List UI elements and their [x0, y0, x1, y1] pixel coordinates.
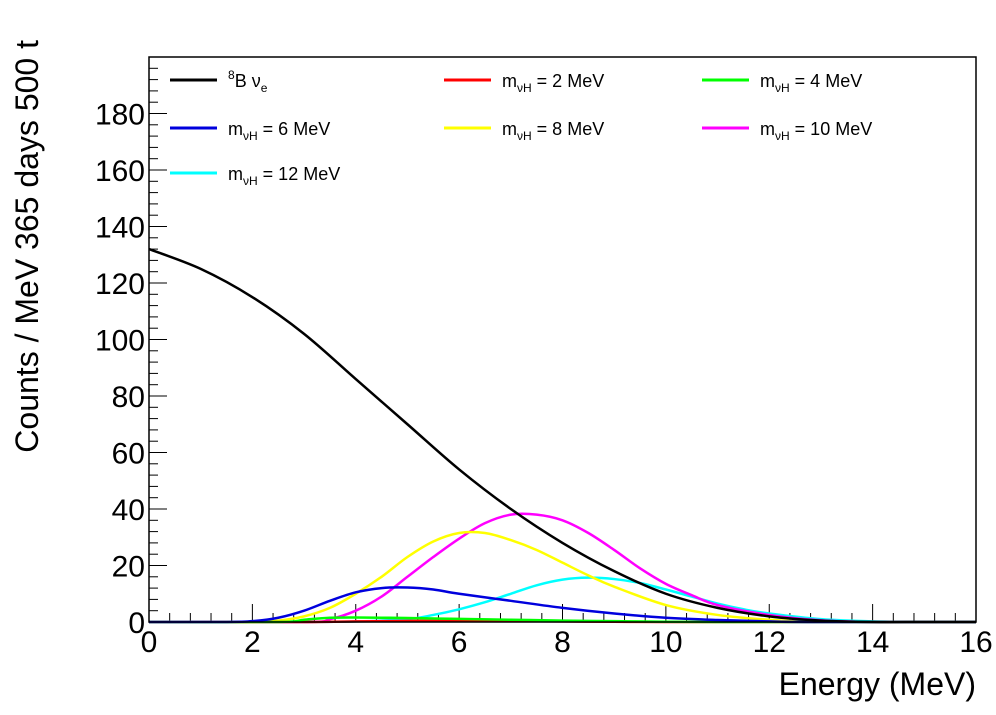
y-tick-label: 60: [112, 438, 145, 471]
x-tick-label: 4: [347, 626, 364, 659]
legend-label: mνH = 4 MeV: [760, 71, 862, 95]
y-tick-label: 120: [95, 268, 145, 301]
x-tick-label: 16: [959, 626, 992, 659]
x-tick-label: 6: [451, 626, 468, 659]
x-tick-label: 10: [649, 626, 682, 659]
legend-label: mνH = 12 MeV: [228, 164, 340, 188]
series-line: [148, 586, 977, 624]
y-tick-label: 180: [95, 99, 145, 132]
legend-label: mνH = 2 MeV: [502, 71, 604, 95]
y-axis-title: Counts / MeV 365 days 500 t: [9, 40, 45, 453]
legend-label: 8B νe: [228, 68, 268, 95]
y-tick-label: 40: [112, 494, 145, 527]
x-tick-label: 0: [141, 626, 158, 659]
legend-label: mνH = 8 MeV: [502, 119, 604, 143]
y-tick-label: 80: [112, 381, 145, 414]
legend-label: mνH = 10 MeV: [760, 119, 872, 143]
y-tick-label: 20: [112, 551, 145, 584]
x-tick-label: 8: [554, 626, 571, 659]
y-tick-label: 100: [95, 325, 145, 358]
legend-label: mνH = 6 MeV: [228, 119, 330, 143]
y-minor-ticks: [149, 67, 158, 612]
series-line: [148, 512, 977, 624]
x-axis-title: Energy (MeV): [779, 666, 976, 702]
y-tick-label: 160: [95, 155, 145, 188]
plot-frame: [148, 56, 977, 623]
x-tick-label: 14: [856, 626, 889, 659]
x-tick-label: 12: [753, 626, 786, 659]
y-tick-labels: 0 20 40 60 80 100 120 140 160 180: [95, 99, 145, 641]
series-line: [148, 247, 976, 624]
legend: 8B νe mνH = 2 MeV mνH = 4 MeV mνH = 6 MeV mν…: [170, 68, 872, 188]
y-tick-label: 0: [128, 607, 145, 640]
x-tick-labels: 0 2 4 6 8 10 12 14 16: [141, 626, 993, 659]
series-line: [148, 530, 977, 624]
y-tick-label: 140: [95, 212, 145, 245]
x-tick-label: 2: [244, 626, 261, 659]
y-major-ticks: [149, 113, 167, 623]
